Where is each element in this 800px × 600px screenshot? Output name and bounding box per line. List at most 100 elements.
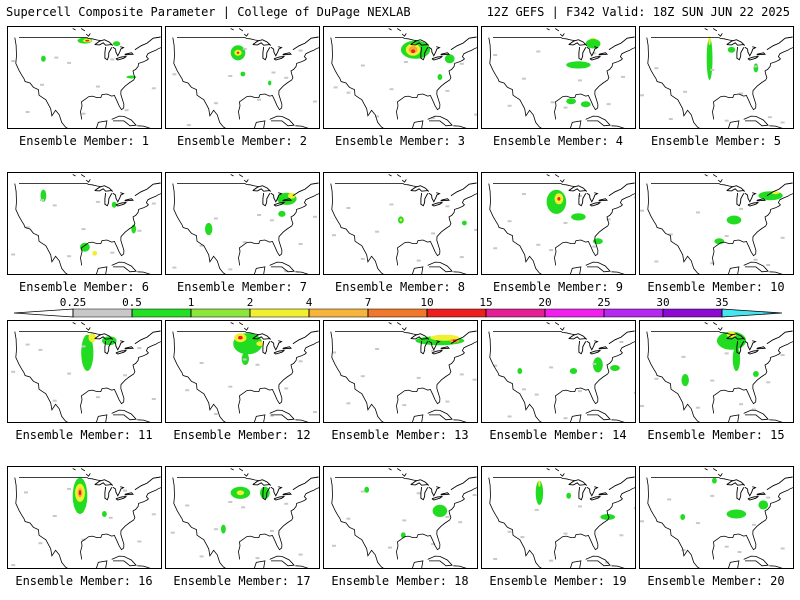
coastline (728, 414, 740, 422)
colorbar-tick-label: 10 (420, 296, 433, 309)
great-lakes-outline (598, 198, 609, 202)
island-outline (295, 271, 309, 274)
great-lakes-outline (726, 479, 746, 486)
low-scp-speck (375, 348, 380, 350)
low-scp-speck (387, 546, 392, 549)
island-outline (453, 125, 467, 128)
scp-contour (716, 331, 747, 350)
great-lakes-outline (450, 476, 477, 491)
member-map-canvas (172, 322, 319, 422)
scp-contour (260, 486, 270, 499)
low-scp-speck (563, 532, 568, 535)
low-scp-speck (474, 228, 477, 231)
island-outline (137, 271, 151, 274)
member-20-map (639, 466, 794, 569)
great-lakes-outline (608, 182, 635, 197)
member-map-canvas (172, 174, 319, 274)
scp-contour (256, 341, 264, 347)
coastline (254, 414, 266, 422)
lake-outline (554, 322, 560, 326)
low-scp-speck (81, 112, 86, 115)
member-map-canvas (488, 468, 635, 568)
great-lakes-outline (252, 39, 272, 46)
coastline (330, 331, 384, 422)
low-scp-speck (577, 505, 582, 508)
lake-outline (80, 28, 86, 32)
great-lakes-outline (94, 479, 114, 486)
great-lakes-outline (747, 201, 759, 207)
coastline (488, 477, 542, 568)
low-scp-speck (592, 52, 597, 55)
great-lakes-outline (134, 476, 161, 491)
scp-contour (600, 514, 615, 520)
great-lakes-outline (431, 495, 443, 501)
great-lakes-outline (736, 340, 745, 355)
great-lakes-outline (568, 185, 588, 192)
great-lakes-outline (744, 46, 757, 57)
low-scp-speck (67, 487, 72, 490)
low-scp-speck (38, 348, 43, 351)
low-scp-speck (67, 255, 72, 258)
low-scp-speck (521, 77, 526, 80)
member-label: Ensemble Member: 13 (331, 428, 469, 442)
great-lakes-outline (115, 349, 127, 355)
lake-outline (85, 473, 91, 477)
great-lakes-outline (124, 198, 135, 202)
great-lakes-outline (420, 192, 429, 207)
low-scp-speck (67, 61, 72, 64)
low-scp-speck (52, 515, 57, 517)
us-canada-border (335, 183, 417, 187)
us-canada-border (493, 477, 575, 481)
great-lakes-outline (608, 330, 635, 345)
low-scp-speck (459, 62, 464, 65)
great-lakes-outline (568, 479, 588, 486)
low-scp-speck (255, 557, 260, 560)
coastline (570, 266, 582, 274)
island-outline (453, 565, 467, 568)
us-canada-border (177, 183, 259, 187)
low-scp-speck (536, 243, 541, 246)
great-lakes-outline (431, 349, 443, 355)
low-scp-speck (402, 519, 407, 522)
low-scp-speck (710, 379, 715, 382)
great-lakes-outline (262, 192, 271, 207)
great-lakes-outline (428, 192, 441, 203)
lake-outline (712, 468, 718, 472)
great-lakes-outline (766, 476, 793, 491)
colorbar-tick-label: 0.5 (122, 296, 142, 309)
us-canada-border (177, 331, 259, 335)
colorbar-tick-label: 1 (188, 296, 195, 309)
low-scp-speck (228, 385, 233, 388)
great-lakes-outline (270, 486, 283, 497)
great-lakes-outline (766, 182, 793, 197)
great-lakes-outline (270, 46, 283, 57)
member-7-map (165, 172, 320, 275)
low-scp-speck (654, 377, 659, 380)
coastline (488, 37, 542, 128)
colorbar-tick-label: 4 (306, 296, 313, 309)
low-scp-speck (780, 236, 785, 239)
scp-contour (111, 201, 117, 208)
low-scp-speck (110, 58, 115, 61)
great-lakes-outline (124, 52, 135, 56)
great-lakes-outline (420, 486, 429, 501)
lake-outline (559, 473, 565, 477)
low-scp-speck (185, 389, 190, 392)
low-scp-speck (493, 364, 498, 367)
low-scp-speck (640, 520, 644, 523)
scp-contour (535, 480, 544, 505)
great-lakes-outline (94, 39, 114, 46)
coastline (646, 183, 700, 274)
great-lakes-outline (270, 340, 283, 351)
member-4-map (481, 26, 636, 129)
low-scp-speck (683, 90, 688, 93)
great-lakes-outline (726, 185, 746, 192)
low-scp-speck (577, 79, 582, 82)
low-scp-speck (681, 355, 686, 358)
scp-contour (753, 63, 759, 73)
low-scp-speck (695, 522, 700, 525)
member-1-map (7, 26, 162, 129)
low-scp-speck (95, 85, 100, 88)
low-scp-speck (534, 393, 539, 396)
island-outline (743, 555, 769, 567)
